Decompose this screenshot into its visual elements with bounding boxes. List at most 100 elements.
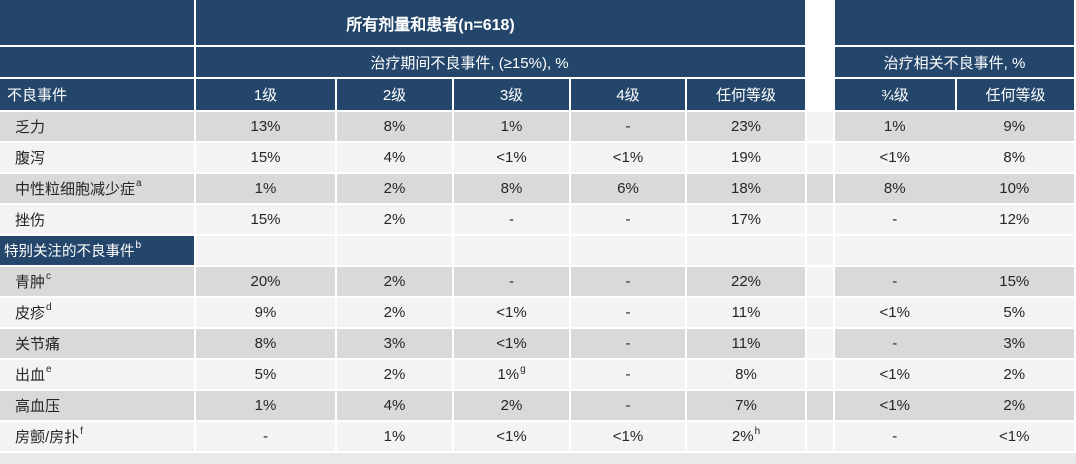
footnote-mark: d [46,301,52,313]
table-grid: 所有剂量和患者(n=618) 治疗期间不良事件, (≥15%), % 治疗相关不… [0,0,1076,451]
corner-blank-sub [0,47,194,77]
value-cell: 2% [337,267,452,296]
row-label-text: 房颤/房扑 [15,429,80,446]
empty-cell [835,236,1074,265]
value-cell: 15% [999,273,1030,290]
row-label: 皮疹 d [0,298,194,327]
related-values: <1% 5% [835,298,1074,327]
value-text: 2% [731,428,754,445]
tr-group-header: 治疗相关不良事件, % [835,47,1074,77]
value-cell: 7% [687,391,805,420]
value-cell: - [571,112,685,141]
value-cell: 2% [337,205,452,234]
col-header-grade3: 3级 [454,79,569,110]
value-text: 1% [497,366,520,383]
value-cell: <1% [571,422,685,451]
footnote-mark: b [135,239,142,251]
table-gap [807,79,833,110]
value-cell: - [196,422,335,451]
row-label-text: 乏力 [15,119,46,136]
col-header-anygrade: 任何等级 [687,79,805,110]
value-cell: 2% [337,360,452,389]
related-values: 1% 9% [835,112,1074,141]
value-cell: 6% [571,174,685,203]
table-gap [807,298,833,327]
row-header: 不良事件 [0,79,194,110]
value-cell: - [892,428,898,445]
footnote-mark: c [46,270,52,282]
value-cell: - [571,205,685,234]
value-cell: <1% [454,143,569,172]
table-gap [807,391,833,420]
row-label: 房颤/房扑 f [0,422,194,451]
row-label-text: 关节痛 [15,336,61,353]
table-gap [807,329,833,358]
value-cell: 1% [883,118,906,135]
value-cell: <1% [454,298,569,327]
value-cell: 2% [337,298,452,327]
value-cell: 19% [687,143,805,172]
related-values: <1% 2% [835,360,1074,389]
value-cell: <1% [454,422,569,451]
row-label: 挫伤 [0,205,194,234]
value-cell: <1% [879,366,910,383]
empty-cell [337,236,452,265]
empty-cell [454,236,569,265]
value-cell: 22% [687,267,805,296]
col-header-grade4: 4级 [571,79,685,110]
row-label-text: 青肿 [15,274,46,291]
value-cell: 5% [196,360,335,389]
value-cell: 4% [337,391,452,420]
value-cell: - [892,335,898,352]
table-gap [807,174,833,203]
value-cell: 1% g [454,360,569,389]
value-cell: 23% [687,112,805,141]
footnote-mark: h [754,425,761,437]
value-cell: 8% [687,360,805,389]
value-cell: 12% [999,211,1030,228]
footnote-mark: g [520,363,526,375]
value-cell: - [571,329,685,358]
value-cell: 9% [196,298,335,327]
value-cell: <1% [999,428,1030,445]
table-title: 所有剂量和患者(n=618) [196,0,805,45]
value-cell: 2% [337,174,452,203]
row-label: 关节痛 [0,329,194,358]
related-block-blank [835,0,1074,45]
row-label-text: 中性粒细胞减少症 [15,181,136,198]
value-cell: - [454,205,569,234]
value-cell: 17% [687,205,805,234]
col-header-grade1: 1级 [196,79,335,110]
value-cell: - [892,211,898,228]
value-cell: 8% [196,329,335,358]
value-cell: - [454,267,569,296]
corner-blank-top [0,0,194,45]
row-label-text: 皮疹 [15,305,46,322]
footnote-mark: e [46,363,52,375]
value-cell: 2% [1003,397,1026,414]
col-header-anygrade-related: 任何等级 [957,79,1074,110]
empty-cell [196,236,335,265]
value-cell: 5% [1003,304,1026,321]
table-gap [807,47,833,77]
value-cell: 3% [337,329,452,358]
row-label: 出血 e [0,360,194,389]
value-cell: - [892,273,898,290]
value-cell: 1% [196,391,335,420]
table-gap [807,422,833,451]
value-cell: 2% [454,391,569,420]
value-cell: - [571,391,685,420]
row-label: 中性粒细胞减少症 a [0,174,194,203]
table-gap [807,267,833,296]
related-values: <1% 8% [835,143,1074,172]
value-cell: 1% [454,112,569,141]
table-gap [807,0,833,45]
table-gap [807,112,833,141]
section-header: 特别关注的不良事件 b [0,236,194,265]
value-cell: 3% [1003,335,1026,352]
value-cell: - [571,298,685,327]
value-cell: 8% [337,112,452,141]
value-cell: 10% [999,180,1030,197]
related-values: 8% 10% [835,174,1074,203]
